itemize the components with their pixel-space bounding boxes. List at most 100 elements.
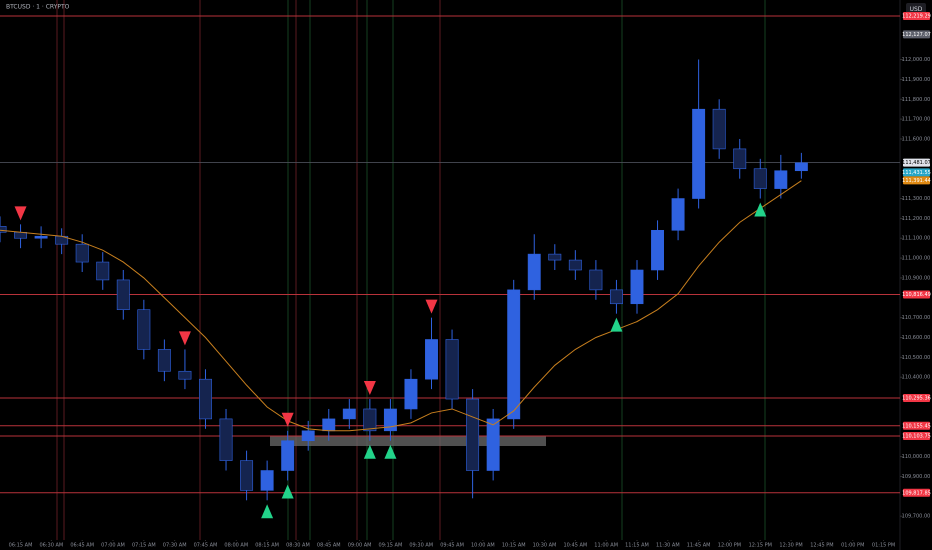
candle-body xyxy=(712,108,726,150)
x-tick-label: 07:15 AM xyxy=(132,543,156,549)
x-tick-label: 08:15 AM xyxy=(255,543,279,549)
x-tick-label: 11:15 AM xyxy=(625,543,649,549)
sell-signal xyxy=(281,412,294,427)
sell-signal xyxy=(14,206,27,221)
y-tick-label: 111,300.00 xyxy=(902,196,931,202)
buy-signal xyxy=(363,444,376,459)
candle-body xyxy=(671,198,685,231)
x-tick-label: 09:30 AM xyxy=(409,543,433,549)
x-tick-label: 09:15 AM xyxy=(379,543,403,549)
sell-signal xyxy=(425,299,438,314)
candle-body xyxy=(157,349,171,372)
price-tag xyxy=(903,30,930,39)
price-tag xyxy=(903,176,930,185)
candle-body xyxy=(466,398,480,471)
candle-body xyxy=(34,235,48,239)
candle-body xyxy=(116,279,130,311)
x-tick-label: 12:15 PM xyxy=(749,543,772,549)
candle-body xyxy=(322,418,336,432)
level-tag xyxy=(903,432,930,441)
level-label: 112,219.29 xyxy=(902,14,931,20)
buy-signal xyxy=(754,202,767,217)
candle-body xyxy=(568,259,582,271)
candle-body xyxy=(281,440,295,471)
candle-body xyxy=(137,309,151,350)
x-tick-label: 01:00 PM xyxy=(841,543,864,549)
buy-signal xyxy=(384,444,397,459)
x-tick-label: 08:30 AM xyxy=(286,543,310,549)
candle-body xyxy=(507,289,521,420)
x-tick-label: 10:15 AM xyxy=(502,543,526,549)
x-tick-label: 08:00 AM xyxy=(224,543,248,549)
candle-body xyxy=(342,408,356,420)
candle-body xyxy=(96,261,110,281)
y-tick-label: 111,600.00 xyxy=(902,136,931,142)
x-tick-label: 01:15 PM xyxy=(872,543,895,549)
candle-body xyxy=(260,470,274,491)
x-tick-label: 06:15 AM xyxy=(9,543,33,549)
x-tick-label: 06:30 AM xyxy=(40,543,64,549)
candle-body xyxy=(219,418,233,461)
candle-body xyxy=(425,339,438,380)
x-tick-label: 11:30 AM xyxy=(656,543,680,549)
level-tag xyxy=(903,488,930,497)
y-tick-label: 110,700.00 xyxy=(902,315,931,321)
y-tick-label: 111,000.00 xyxy=(902,256,931,262)
candle-body xyxy=(301,430,315,442)
level-label: 110,103.75 xyxy=(902,434,931,440)
level-label: 109,817.85 xyxy=(902,490,931,496)
candle-body xyxy=(774,170,788,189)
x-tick-label: 10:00 AM xyxy=(471,543,495,549)
level-label: 110,155.45 xyxy=(902,423,931,429)
moving-average xyxy=(0,180,802,432)
price-label: 111,431.55 xyxy=(902,170,931,176)
x-tick-label: 12:45 PM xyxy=(810,543,833,549)
candle-body xyxy=(753,168,767,189)
price-tag xyxy=(903,158,930,167)
price-label: 111,481.07 xyxy=(902,160,931,166)
candle-body xyxy=(733,148,747,170)
x-tick-label: 10:45 AM xyxy=(563,543,587,549)
y-tick-label: 111,800.00 xyxy=(902,97,931,103)
candle-body xyxy=(75,243,89,263)
currency-label[interactable]: USD xyxy=(910,6,923,13)
x-tick-label: 07:30 AM xyxy=(163,543,187,549)
candle-body xyxy=(445,339,459,400)
candle-body xyxy=(240,460,254,491)
candle-body xyxy=(589,269,603,291)
y-tick-label: 110,400.00 xyxy=(902,375,931,381)
x-tick-label: 09:45 AM xyxy=(440,543,464,549)
y-tick-label: 109,900.00 xyxy=(902,474,931,480)
y-tick-label: 110,000.00 xyxy=(902,454,931,460)
x-tick-label: 06:45 AM xyxy=(70,543,94,549)
candle-body xyxy=(630,269,644,305)
candle-body xyxy=(383,408,397,432)
plot-layer: 109,700.00 109,900.00 110,000.00 110,400.00… xyxy=(0,12,931,549)
y-tick-label: 111,700.00 xyxy=(902,117,931,123)
y-tick-label: 110,500.00 xyxy=(902,355,931,361)
candle-body xyxy=(0,226,7,233)
candle-body xyxy=(527,253,541,291)
candle-body xyxy=(651,229,664,271)
sell-signal xyxy=(363,381,376,396)
candle-body xyxy=(363,408,377,432)
candle-body xyxy=(178,370,192,380)
x-tick-label: 08:45 AM xyxy=(317,543,341,549)
x-tick-label: 11:45 AM xyxy=(687,543,711,549)
x-tick-label: 10:30 AM xyxy=(533,543,557,549)
price-label: 112,127.07 xyxy=(902,32,931,38)
y-tick-label: 109,700.00 xyxy=(902,514,931,520)
y-tick-label: 110,900.00 xyxy=(902,275,931,281)
support-zone xyxy=(270,436,546,446)
candle-body xyxy=(692,108,706,199)
level-label: 110,295.36 xyxy=(902,395,931,401)
price-tag xyxy=(903,168,930,177)
x-tick-label: 07:45 AM xyxy=(194,543,218,549)
level-label: 110,816.49 xyxy=(902,292,931,298)
currency-button[interactable] xyxy=(906,3,926,15)
price-label: 111,391.44 xyxy=(902,178,931,184)
y-tick-label: 111,100.00 xyxy=(902,236,931,242)
x-tick-label: 12:30 PM xyxy=(779,543,802,549)
x-tick-label: 11:00 AM xyxy=(594,543,618,549)
